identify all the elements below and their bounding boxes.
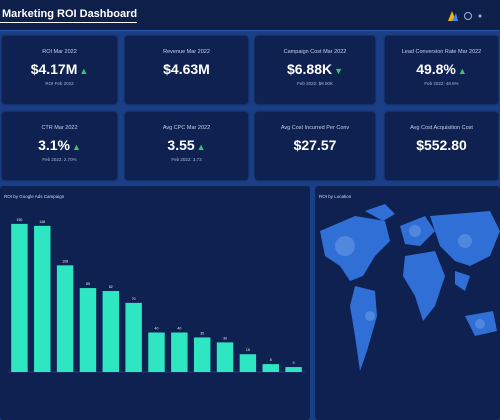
kpi-card: Revenue Mar 2022 $4.63M [125,36,248,104]
bar [34,225,51,372]
data-label: 40 [155,327,159,331]
kpi-value: $6.88K [286,61,333,77]
data-label: 70 [132,297,136,301]
kpi-label: Avg CPC Mar 2022 [162,125,211,131]
bar [148,332,165,372]
data-label: 85 [86,282,90,286]
trend-arrow: ▲ [196,142,206,152]
data-label: 35 [200,331,204,335]
data-label: 8 [270,358,272,362]
kpi-value-row: $552.80 [385,137,498,153]
bar [79,288,97,372]
toolbar-icons [448,11,482,21]
kpi-label: Campaign Cost Mar 2022 [283,49,347,55]
kpi-label: CTR Mar 2022 [41,125,78,131]
kpi-card: Avg Cost Incurred Per Conv $27.57 [255,112,375,180]
data-label: 150 [17,218,23,222]
kpi-subtext: Feb 2022: 48.6% [424,81,459,86]
bar [285,367,302,372]
bar [102,291,120,372]
kpi-value-row: 3.1% ▲ [2,137,117,153]
map-title: ROI by Location [319,194,352,199]
data-label: 40 [177,327,181,331]
kpi-value: $552.80 [416,137,467,153]
kpi-value-row: $4.17M ▲ [2,61,117,77]
trend-arrow: ▼ [334,66,344,76]
kpi-card: Campaign Cost Mar 2022 $6.88K ▼ Feb 2022: $… [255,36,375,104]
bar [171,332,188,372]
data-label: 18 [246,348,250,352]
bar [239,354,257,372]
kpi-value-row: 49.8% ▲ [385,61,498,77]
chart-title: ROI by Google Ads Campaign [4,194,65,199]
bar [125,302,142,372]
data-label: 5 [293,361,295,365]
kpi-value-row: $27.57 [255,137,375,153]
kpi-card: Avg Cost Acquisition Cost $552.80 [385,112,498,180]
kpi-label: ROI Mar 2022 [42,49,77,55]
map-panel: ROI by Location [315,186,500,420]
trend-arrow: ▲ [457,66,467,76]
kpi-value-row: $4.63M [125,61,248,77]
trend-arrow: ▲ [79,66,89,76]
kpi-card: Lead Conversion Rate Mar 2022 49.8% ▲ Feb 2… [385,36,498,104]
data-label: 82 [109,285,113,289]
dashboard-title: Marketing ROI Dashboard [0,8,138,23]
data-label: 30 [223,336,227,340]
kpi-value: 49.8% [416,61,456,77]
world-map [320,204,500,371]
kpi-card: Avg CPC Mar 2022 3.55 ▲ Feb 2022: 3.73 [125,112,248,180]
kpi-subtext: Feb 2022: 2.70% [42,157,77,162]
kpi-value-row: $6.88K ▼ [255,61,375,77]
kpi-value: 3.1% [38,137,70,153]
kpi-subtext: Feb 2022: 3.73 [171,157,202,162]
kpi-value: $27.57 [293,137,337,153]
kpi-label: Avg Cost Incurred Per Conv [280,125,350,131]
bar [216,342,234,372]
kpi-subtext: Feb 2022: $8.00K [297,81,333,86]
bar [262,364,279,372]
kpi-card: ROI Mar 2022 $4.17M ▲ ROI Feb 2022 [2,36,117,104]
data-label: 108 [62,259,68,263]
kpi-label: Avg Cost Acquisition Cost [410,125,473,131]
kpi-card: CTR Mar 2022 3.1% ▲ Feb 2022: 2.70% [2,112,117,180]
kpi-value-row: 3.55 ▲ [125,137,248,153]
kpi-label: Lead Conversion Rate Mar 2022 [401,49,482,55]
bar [11,223,28,372]
header-bar: Marketing ROI Dashboard [0,0,500,31]
kpi-value: $4.17M [30,61,78,77]
bar [193,337,211,372]
kpi-value: $4.63M [163,61,210,77]
data-label: 148 [39,220,45,224]
trend-arrow: ▲ [72,142,81,152]
bar-panel: ROI by Google Ads Campaign 150 148 108 85 82… [0,186,310,420]
kpi-label: Revenue Mar 2022 [163,49,210,55]
kpi-subtext: ROI Feb 2022 [45,81,74,86]
kpi-value: 3.55 [167,137,195,153]
bar [56,265,74,372]
